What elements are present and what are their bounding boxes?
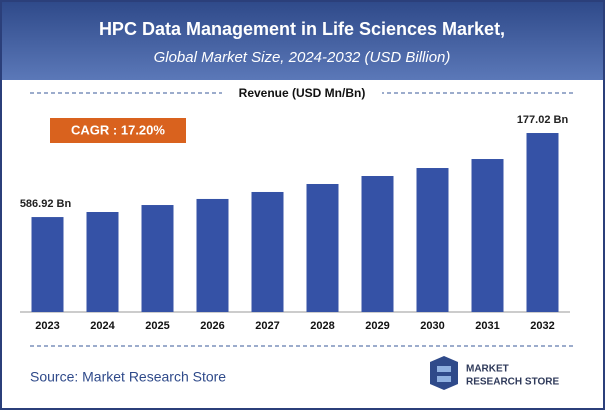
data-label: 586.92 Bn	[20, 198, 72, 210]
bar	[306, 183, 339, 312]
bar	[196, 198, 229, 312]
bar	[251, 191, 284, 312]
x-tick-label: 2032	[530, 320, 554, 332]
y-axis-label: Revenue (USD Mn/Bn)	[239, 86, 366, 100]
logo-text: RESEARCH STORE	[466, 377, 559, 388]
cagr-box	[50, 118, 186, 143]
bar	[526, 133, 559, 312]
source: Source: Market Research Store	[30, 369, 226, 385]
bar	[86, 212, 119, 312]
x-tick-label: 2029	[365, 320, 389, 332]
bar	[416, 168, 449, 312]
chart-title: HPC Data Management in Life Sciences Mar…	[99, 19, 505, 39]
logo: MARKET RESEARCH STORE	[430, 356, 559, 390]
logo-icon	[430, 356, 458, 390]
x-tick-label: 2024	[90, 320, 115, 332]
x-tick-label: 2026	[200, 320, 224, 332]
x-tick-label: 2028	[310, 320, 334, 332]
x-tick-label: 2031	[475, 320, 499, 332]
x-tick-label: 2025	[145, 320, 169, 332]
logo-text: MARKET	[466, 364, 509, 375]
logo-icon	[437, 366, 451, 382]
chart-subtitle: Global Market Size, 2024-2032 (USD Billi…	[154, 49, 451, 66]
x-tick-label: 2023	[35, 320, 59, 332]
x-tick-label: 2030	[420, 320, 444, 332]
x-tick-label: 2027	[255, 320, 279, 332]
data-label: 177.02 Bn	[517, 114, 569, 126]
label-bg	[222, 84, 382, 102]
cagr-label: CAGR : 17.20%	[71, 122, 165, 137]
bar	[141, 205, 174, 312]
bar	[31, 217, 64, 312]
bar	[361, 176, 394, 312]
bar	[471, 159, 504, 312]
header	[2, 2, 603, 80]
